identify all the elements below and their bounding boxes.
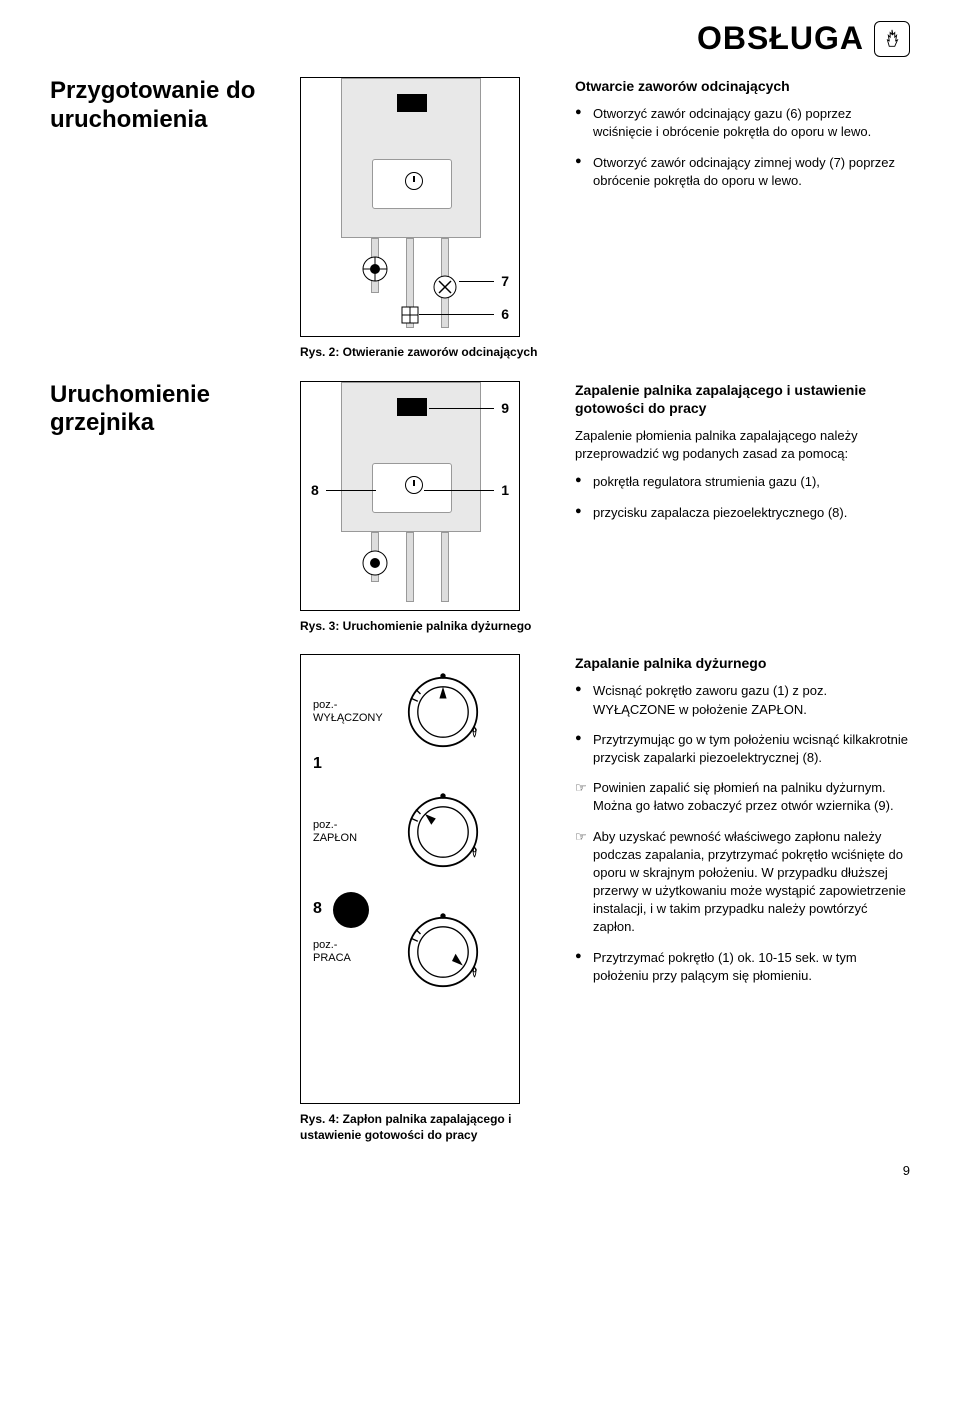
bullet: Wcisnąć pokrętło zaworu gazu (1) z poz. … bbox=[575, 682, 910, 718]
hand-icon bbox=[874, 21, 910, 57]
pos-work-label: poz.- PRACA bbox=[313, 939, 398, 965]
page-number: 9 bbox=[50, 1163, 910, 1178]
label-7: 7 bbox=[501, 273, 509, 289]
bullet: przycisku zapalacza piezoelektrycznego (… bbox=[575, 504, 910, 522]
label-1: 1 bbox=[501, 482, 509, 498]
section1-heading: Otwarcie zaworów odcinających bbox=[575, 77, 910, 95]
label-1: 1 bbox=[313, 755, 322, 773]
bullet: Otworzyć zawór odcinający gazu (6) poprz… bbox=[575, 105, 910, 141]
section2-intro: Zapalenie płomienia palnika zapalającego… bbox=[575, 427, 910, 463]
label-8: 8 bbox=[311, 482, 319, 498]
section-preparation: Przygotowanie do uruchomienia 7 6 Rys. 2… bbox=[50, 77, 910, 361]
fig2-caption: Rys. 2: Otwieranie zaworów odcinających bbox=[300, 345, 550, 361]
page-header: OBSŁUGA bbox=[50, 20, 910, 57]
figure-3: 9 1 8 bbox=[300, 381, 520, 611]
bullet: Przytrzymując go w tym położeniu wcisnąć… bbox=[575, 731, 910, 767]
section-startup: Uruchomienie grzejnika 9 1 8 Rys. 3: Uru… bbox=[50, 381, 910, 635]
section2-title: Uruchomienie grzejnika bbox=[50, 381, 300, 439]
fig4-caption: Rys. 4: Zapłon palnika zapalającego i us… bbox=[300, 1112, 550, 1143]
label-6: 6 bbox=[501, 306, 509, 322]
section2-heading: Zapalenie palnika zapalającego i ustawie… bbox=[575, 381, 910, 417]
pos-ign-label: poz.- ZAPŁON bbox=[313, 819, 398, 845]
label-8: 8 bbox=[313, 900, 322, 918]
pointer: Powinien zapalić się płomień na palniku … bbox=[575, 779, 910, 815]
header-title: OBSŁUGA bbox=[697, 20, 864, 57]
label-9: 9 bbox=[501, 400, 509, 416]
fig3-caption: Rys. 3: Uruchomienie palnika dyżurnego bbox=[300, 619, 550, 635]
bullet: pokrętła regulatora strumienia gazu (1), bbox=[575, 473, 910, 491]
section3-heading: Zapalanie palnika dyżurnego bbox=[575, 654, 910, 672]
section1-title: Przygotowanie do uruchomienia bbox=[50, 77, 300, 135]
bullet: Otworzyć zawór odcinający zimnej wody (7… bbox=[575, 154, 910, 190]
pos-off-label: poz.- WYŁĄCZONY bbox=[313, 699, 398, 725]
section-ignition: 1 8 poz.- WYŁĄCZONY poz.- ZAPŁON bbox=[50, 654, 910, 1143]
pointer: Aby uzyskać pewność właściwego zapłonu n… bbox=[575, 828, 910, 937]
figure-4: 1 8 poz.- WYŁĄCZONY poz.- ZAPŁON bbox=[300, 654, 520, 1104]
bullet: Przytrzymać pokrętło (1) ok. 10-15 sek. … bbox=[575, 949, 910, 985]
figure-2: 7 6 bbox=[300, 77, 520, 337]
